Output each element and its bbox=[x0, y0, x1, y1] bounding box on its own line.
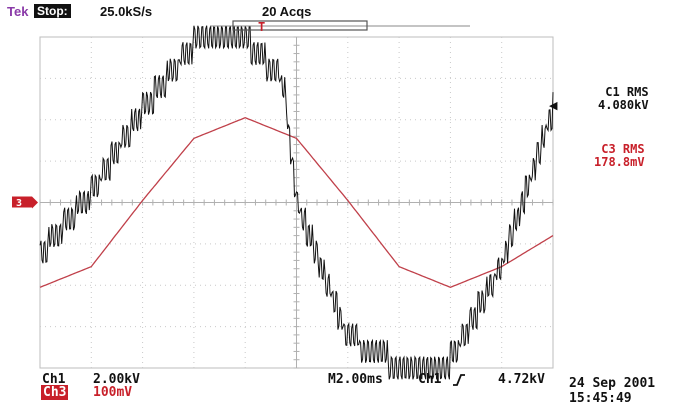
c1-measurement: C1 RMS 4.080kV bbox=[598, 86, 649, 112]
timebase: M2.00ms bbox=[328, 372, 383, 387]
time: 15:45:49 bbox=[569, 391, 632, 406]
c3-measurement: C3 RMS 178.8mV bbox=[594, 143, 645, 169]
rising-edge-icon bbox=[453, 374, 465, 386]
ch3-trace bbox=[39, 116, 554, 289]
c1-rms-label: C1 RMS bbox=[605, 85, 649, 99]
ch3-scale: 100mV bbox=[93, 385, 133, 400]
sample-rate: 25.0kS/s bbox=[100, 4, 153, 19]
trigger-position-marker: T bbox=[258, 20, 265, 34]
trigger-level: 4.72kV bbox=[498, 372, 545, 387]
ch3-ground-marker bbox=[12, 196, 32, 208]
c3-rms-label: C3 RMS bbox=[601, 142, 645, 156]
waveform-traces bbox=[39, 25, 554, 380]
ch3-ground-arrow bbox=[32, 196, 38, 209]
trigger-level-arrow: ◀ bbox=[549, 99, 558, 112]
c3-rms-value: 178.8mV bbox=[594, 155, 645, 169]
ch1-trace bbox=[39, 25, 554, 380]
record-window bbox=[232, 20, 368, 31]
ch3-ground-label: 3 bbox=[16, 198, 22, 209]
ch1-label: Ch1 bbox=[42, 372, 66, 387]
acquisition-count: 20 Acqs bbox=[262, 4, 312, 19]
date: 24 Sep 2001 bbox=[569, 376, 656, 391]
graticule bbox=[39, 36, 554, 369]
c1-rms-value: 4.080kV bbox=[598, 98, 649, 112]
trigger-source: Ch1 bbox=[418, 372, 442, 387]
acquisition-state: Stop: bbox=[34, 4, 71, 18]
trigger-position-bar: T bbox=[210, 20, 470, 34]
channel-markers: 3◀ bbox=[12, 99, 558, 209]
brand-label: Tek bbox=[7, 4, 29, 19]
ch1-scale: 2.00kV bbox=[93, 372, 140, 387]
ch3-label: Ch3 bbox=[41, 385, 69, 400]
